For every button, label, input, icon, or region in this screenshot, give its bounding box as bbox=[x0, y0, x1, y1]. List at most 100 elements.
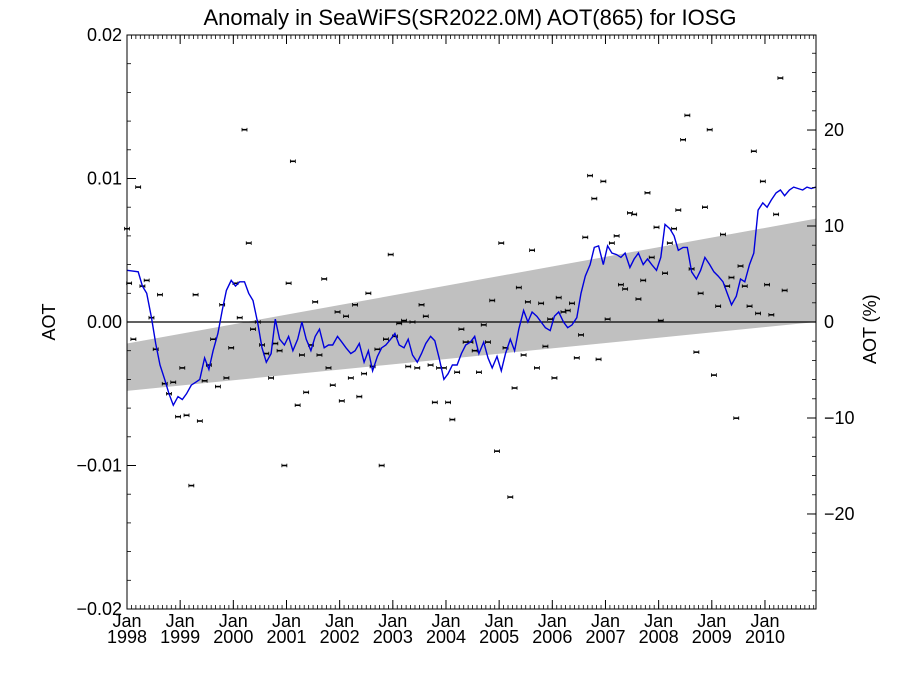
data-point bbox=[600, 179, 607, 184]
data-point bbox=[671, 226, 677, 231]
data-point bbox=[613, 234, 620, 238]
data-point bbox=[675, 208, 682, 212]
data-point bbox=[644, 191, 651, 195]
data-point bbox=[648, 255, 655, 260]
data-point bbox=[334, 310, 341, 314]
data-point bbox=[591, 196, 598, 201]
data-point bbox=[289, 159, 296, 164]
data-point bbox=[449, 417, 456, 422]
data-point bbox=[347, 376, 354, 380]
data-point bbox=[422, 314, 429, 319]
data-point bbox=[245, 241, 252, 245]
data-point bbox=[338, 399, 345, 403]
trend-band bbox=[127, 218, 816, 391]
y2-tick-label: 20 bbox=[824, 120, 844, 140]
data-point bbox=[555, 295, 562, 300]
data-point bbox=[294, 403, 301, 408]
data-point bbox=[170, 380, 177, 385]
data-point bbox=[414, 366, 421, 370]
data-point bbox=[361, 371, 368, 376]
x-tick-year: 2005 bbox=[479, 627, 519, 647]
y-axis-right: −20 −10 0 10 20 bbox=[807, 52, 855, 592]
data-point bbox=[515, 285, 522, 290]
data-point bbox=[701, 205, 708, 209]
data-point bbox=[485, 340, 491, 344]
data-point bbox=[365, 291, 372, 296]
data-point bbox=[192, 292, 199, 297]
data-point bbox=[223, 376, 230, 380]
data-point bbox=[458, 327, 465, 331]
data-point bbox=[733, 416, 740, 420]
data-point bbox=[378, 463, 385, 468]
x-tick-year: 2006 bbox=[532, 627, 572, 647]
data-point bbox=[697, 291, 704, 296]
data-point bbox=[431, 400, 438, 405]
data-point bbox=[759, 179, 766, 184]
x-tick-month: Jan bbox=[378, 611, 407, 631]
data-point bbox=[777, 76, 784, 80]
data-point bbox=[657, 318, 664, 323]
data-point bbox=[635, 297, 642, 301]
data-point bbox=[401, 318, 407, 323]
x-tick-year: 2010 bbox=[745, 627, 785, 647]
y-tick-label: −0.01 bbox=[76, 456, 122, 476]
y-tick-label: −0.02 bbox=[76, 599, 122, 619]
data-point bbox=[405, 364, 412, 369]
data-point bbox=[582, 235, 589, 240]
data-point bbox=[250, 327, 256, 331]
data-point bbox=[631, 212, 638, 217]
data-point bbox=[684, 113, 691, 118]
data-point bbox=[728, 275, 735, 280]
data-point bbox=[175, 414, 181, 419]
data-point bbox=[653, 225, 660, 230]
data-point bbox=[587, 173, 593, 178]
data-point bbox=[201, 379, 208, 383]
data-point bbox=[285, 281, 292, 286]
x-tick-year: 2007 bbox=[585, 627, 625, 647]
data-point bbox=[746, 304, 753, 309]
data-point bbox=[617, 282, 624, 287]
data-point bbox=[578, 333, 584, 337]
data-point bbox=[303, 390, 310, 395]
y-axis-left: −0.02 −0.01 0.00 0.01 0.02 bbox=[76, 25, 136, 619]
data-point bbox=[480, 323, 487, 327]
x-tick-year: 2004 bbox=[426, 627, 466, 647]
x-tick-month: Jan bbox=[325, 611, 354, 631]
x-tick-month: Jan bbox=[644, 611, 673, 631]
data-point bbox=[680, 137, 686, 142]
data-point bbox=[343, 314, 349, 319]
data-point bbox=[741, 284, 748, 288]
y2-tick-label: 0 bbox=[824, 312, 834, 332]
x-tick-year: 2008 bbox=[639, 627, 679, 647]
data-point bbox=[542, 344, 549, 349]
x-tick-month: Jan bbox=[431, 611, 460, 631]
data-point bbox=[538, 301, 545, 306]
data-point bbox=[215, 384, 221, 389]
data-point bbox=[135, 185, 142, 189]
plot-area bbox=[124, 34, 817, 610]
x-tick-month: Jan bbox=[112, 611, 141, 631]
data-point bbox=[764, 282, 770, 287]
data-point bbox=[383, 337, 389, 342]
data-point bbox=[604, 317, 611, 321]
data-point bbox=[666, 241, 673, 245]
data-point bbox=[720, 232, 726, 237]
data-point bbox=[157, 292, 163, 297]
x-tick-month: Jan bbox=[219, 611, 248, 631]
data-point bbox=[573, 356, 580, 360]
data-point bbox=[236, 315, 243, 320]
data-point bbox=[325, 366, 332, 370]
data-point bbox=[268, 376, 274, 380]
data-point bbox=[750, 149, 757, 154]
data-point bbox=[299, 353, 305, 357]
data-point bbox=[454, 370, 461, 375]
x-tick-month: Jan bbox=[485, 611, 514, 631]
data-point bbox=[693, 350, 700, 354]
data-point bbox=[640, 278, 647, 283]
data-point bbox=[507, 495, 514, 499]
data-point bbox=[781, 288, 788, 293]
chart-title: Anomaly in SeaWiFS(SR2022.0M) AOT(865) f… bbox=[203, 5, 736, 30]
data-point bbox=[511, 386, 518, 390]
data-point bbox=[706, 127, 713, 132]
x-tick-month: Jan bbox=[538, 611, 567, 631]
